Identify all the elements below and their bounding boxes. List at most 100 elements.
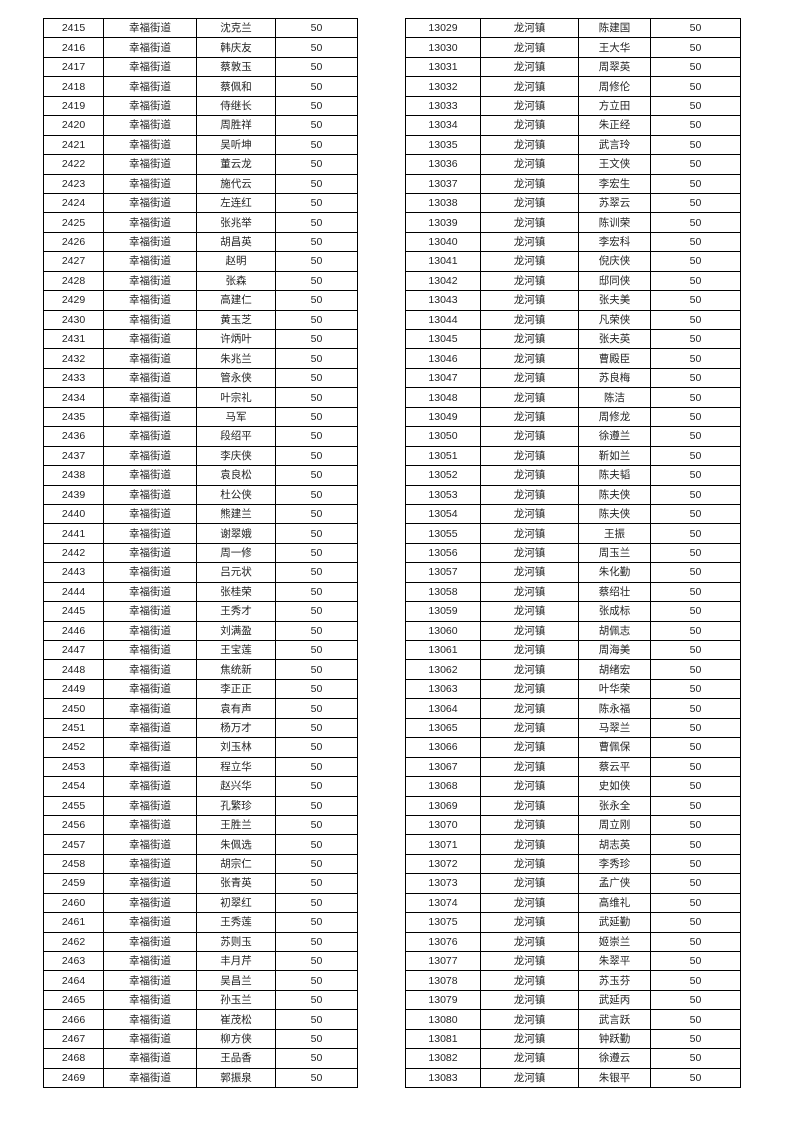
area-cell: 龙河镇 xyxy=(480,290,579,311)
area-cell: 龙河镇 xyxy=(480,37,579,58)
name-cell: 周玉兰 xyxy=(578,542,651,564)
area-cell: 幸福街道 xyxy=(103,445,197,467)
name-cell: 张成标 xyxy=(578,601,651,622)
area-cell: 龙河镇 xyxy=(480,581,579,603)
table-row: 2463 幸福街道 丰月芹 50 xyxy=(43,950,358,972)
name-cell: 张永全 xyxy=(578,795,651,816)
table-row: 2467 幸福街道 柳方侠 50 xyxy=(43,1028,358,1050)
amount-cell: 50 xyxy=(275,678,358,700)
table-row: 13083 龙河镇 朱银平 50 xyxy=(405,1067,741,1089)
table-row: 13060 龙河镇 胡佩志 50 xyxy=(405,620,741,642)
area-cell: 幸福街道 xyxy=(103,231,197,253)
table-row: 13061 龙河镇 周海美 50 xyxy=(405,639,741,661)
area-cell: 幸福街道 xyxy=(103,367,197,389)
name-cell: 王文侠 xyxy=(578,154,651,175)
table-row: 2456 幸福街道 王胜兰 50 xyxy=(43,814,358,836)
area-cell: 幸福街道 xyxy=(103,37,197,58)
area-cell: 龙河镇 xyxy=(480,970,579,991)
serial-number-cell: 2451 xyxy=(43,717,104,739)
area-cell: 龙河镇 xyxy=(480,95,579,117)
table-row: 2454 幸福街道 赵兴华 50 xyxy=(43,776,358,797)
serial-number-cell: 2449 xyxy=(43,678,104,700)
serial-number-cell: 13076 xyxy=(405,931,481,953)
area-cell: 龙河镇 xyxy=(480,678,579,700)
area-cell: 龙河镇 xyxy=(480,56,579,78)
name-cell: 朱兆兰 xyxy=(196,348,276,369)
table-row: 13041 龙河镇 倪庆侠 50 xyxy=(405,251,741,272)
serial-number-cell: 2465 xyxy=(43,989,104,1011)
name-cell: 马翠兰 xyxy=(578,717,651,739)
right-subsidy-table: 13029 龙河镇 陈建国 50 13030 龙河镇 王大华 50 13031 龙河镇 周翠英 50 1… xyxy=(405,17,741,1089)
serial-number-cell: 13057 xyxy=(405,562,481,583)
area-cell: 幸福街道 xyxy=(103,970,197,991)
table-row: 13052 龙河镇 陈夫韬 50 xyxy=(405,465,741,486)
amount-cell: 50 xyxy=(275,1067,358,1089)
name-cell: 苏翠云 xyxy=(578,192,651,214)
serial-number-cell: 2440 xyxy=(43,503,104,525)
name-cell: 蔡绍壮 xyxy=(578,581,651,603)
amount-cell: 50 xyxy=(275,465,358,486)
area-cell: 幸福街道 xyxy=(103,270,197,292)
table-row: 13075 龙河镇 武延勤 50 xyxy=(405,912,741,933)
area-cell: 龙河镇 xyxy=(480,367,579,389)
name-cell: 姬崇兰 xyxy=(578,931,651,953)
amount-cell: 50 xyxy=(275,251,358,272)
table-row: 13031 龙河镇 周翠英 50 xyxy=(405,56,741,78)
area-cell: 龙河镇 xyxy=(480,639,579,661)
name-cell: 熊建兰 xyxy=(196,503,276,525)
area-cell: 幸福街道 xyxy=(103,931,197,953)
name-cell: 王品香 xyxy=(196,1048,276,1069)
area-cell: 幸福街道 xyxy=(103,212,197,233)
name-cell: 施代云 xyxy=(196,173,276,194)
amount-cell: 50 xyxy=(275,523,358,544)
serial-number-cell: 2429 xyxy=(43,290,104,311)
serial-number-cell: 13030 xyxy=(405,37,481,58)
serial-number-cell: 13072 xyxy=(405,853,481,875)
amount-cell: 50 xyxy=(650,406,741,428)
table-row: 2424 幸福街道 左连红 50 xyxy=(43,192,358,214)
area-cell: 龙河镇 xyxy=(480,620,579,642)
table-row: 2442 幸福街道 周一修 50 xyxy=(43,542,358,564)
amount-cell: 50 xyxy=(275,115,358,136)
name-cell: 左连红 xyxy=(196,192,276,214)
table-row: 2417 幸福街道 蔡敦玉 50 xyxy=(43,56,358,78)
area-cell: 龙河镇 xyxy=(480,192,579,214)
amount-cell: 50 xyxy=(275,17,358,39)
name-cell: 管永侠 xyxy=(196,367,276,389)
serial-number-cell: 13032 xyxy=(405,76,481,97)
table-row: 13048 龙河镇 陈洁 50 xyxy=(405,387,741,408)
table-row: 13069 龙河镇 张永全 50 xyxy=(405,795,741,816)
name-cell: 侍继长 xyxy=(196,95,276,117)
serial-number-cell: 13074 xyxy=(405,892,481,914)
serial-number-cell: 13039 xyxy=(405,212,481,233)
serial-number-cell: 13055 xyxy=(405,523,481,544)
table-row: 13039 龙河镇 陈训荣 50 xyxy=(405,212,741,233)
amount-cell: 50 xyxy=(650,212,741,233)
name-cell: 张桂荣 xyxy=(196,581,276,603)
table-row: 13077 龙河镇 朱翠平 50 xyxy=(405,950,741,972)
amount-cell: 50 xyxy=(650,678,741,700)
amount-cell: 50 xyxy=(650,795,741,816)
table-row: 13037 龙河镇 李宏生 50 xyxy=(405,173,741,194)
serial-number-cell: 2423 xyxy=(43,173,104,194)
table-row: 2437 幸福街道 李庆侠 50 xyxy=(43,445,358,467)
amount-cell: 50 xyxy=(275,309,358,331)
serial-number-cell: 2447 xyxy=(43,639,104,661)
table-row: 13033 龙河镇 方立田 50 xyxy=(405,95,741,117)
amount-cell: 50 xyxy=(275,814,358,836)
area-cell: 幸福街道 xyxy=(103,523,197,544)
table-row: 2436 幸福街道 段绍平 50 xyxy=(43,426,358,447)
amount-cell: 50 xyxy=(275,212,358,233)
table-row: 2464 幸福街道 吴昌兰 50 xyxy=(43,970,358,991)
name-cell: 刘玉林 xyxy=(196,737,276,758)
name-cell: 朱化勤 xyxy=(578,562,651,583)
name-cell: 袁有声 xyxy=(196,698,276,719)
name-cell: 王秀莲 xyxy=(196,912,276,933)
name-cell: 苏良梅 xyxy=(578,367,651,389)
name-cell: 王振 xyxy=(578,523,651,544)
area-cell: 龙河镇 xyxy=(480,173,579,194)
area-cell: 幸福街道 xyxy=(103,853,197,875)
serial-number-cell: 2461 xyxy=(43,912,104,933)
name-cell: 王秀才 xyxy=(196,601,276,622)
amount-cell: 50 xyxy=(275,698,358,719)
